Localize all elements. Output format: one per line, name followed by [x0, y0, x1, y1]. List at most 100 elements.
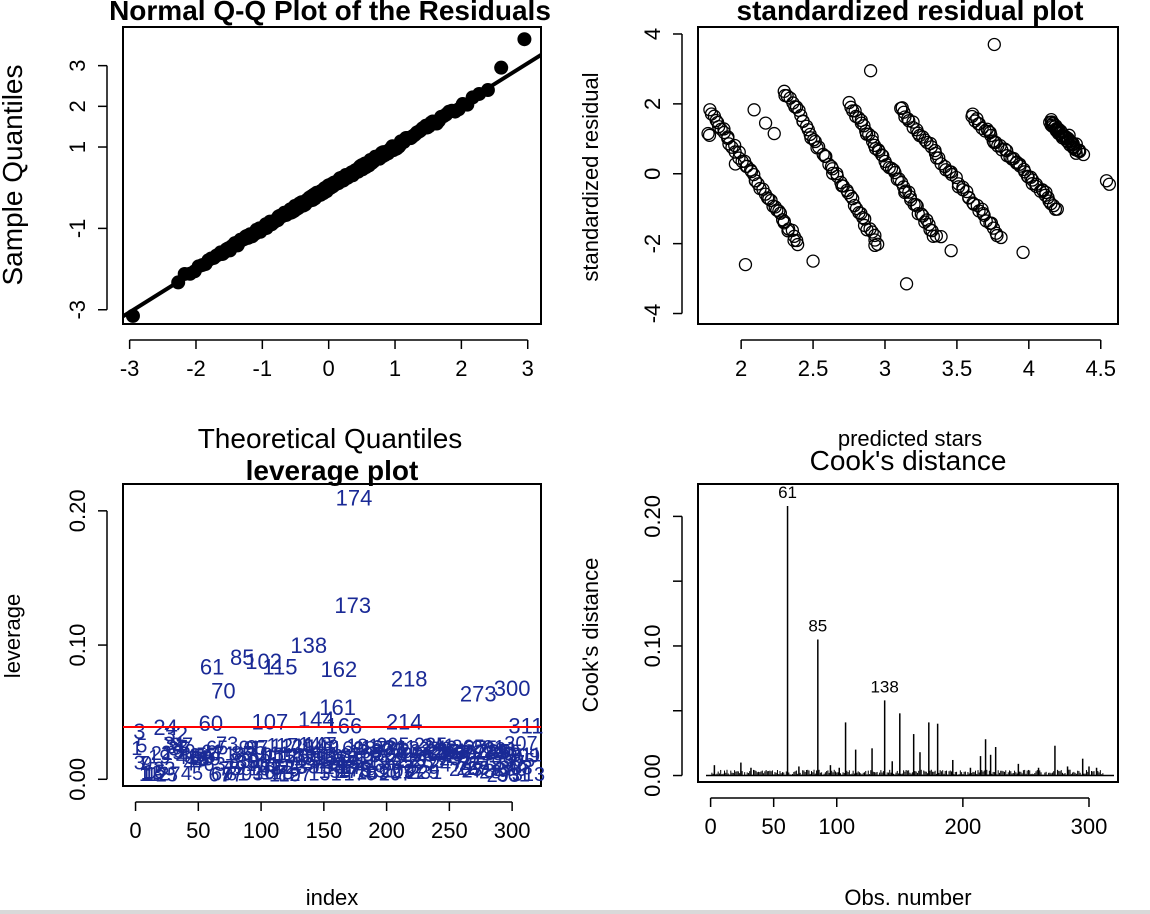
leverage-index-label: 55	[193, 746, 215, 768]
residual-point	[1042, 194, 1056, 208]
leverage-index-label: 83	[229, 751, 251, 773]
leverage-index-label: 145	[301, 738, 334, 760]
leverage-index-label: 103	[248, 758, 281, 780]
qq-plot-title: Normal Q-Q Plot of the Residuals	[109, 0, 551, 26]
leverage-index-label: 293	[487, 765, 520, 787]
leverage-index-label: 161	[319, 695, 356, 720]
leverage-plot-frame	[122, 483, 542, 787]
residual-point	[772, 204, 786, 218]
x-tick-label: 2	[735, 356, 747, 381]
y-tick-label: 3	[65, 60, 90, 72]
leverage-index-label: 185	[351, 744, 384, 766]
qq-plot-xlabel: Theoretical Quantiles	[198, 423, 463, 454]
x-tick-label: 2	[455, 356, 467, 381]
leverage-index-label: 87	[234, 745, 256, 767]
cooks-bar-label: 138	[870, 677, 898, 696]
leverage-index-label: 135	[288, 745, 321, 767]
leverage-index-label: 31	[163, 734, 185, 756]
residual-point	[872, 144, 886, 158]
leverage-index-label: 239	[419, 738, 452, 760]
residual-point	[865, 225, 879, 239]
leverage-index-label: 97	[246, 737, 268, 759]
residual-point	[949, 170, 963, 185]
residual-plot-axes: 2 2.5 3 3.5 4 4.5 -4 -2 0 2 4	[640, 28, 1116, 381]
residual-point	[794, 108, 808, 123]
x-tick-label: 50	[186, 818, 210, 843]
x-tick-label: -2	[186, 356, 206, 381]
leverage-index-label: 125	[276, 746, 309, 768]
leverage-index-label: 281	[472, 737, 505, 759]
leverage-index-label: 205	[376, 734, 409, 756]
residual-point	[994, 230, 1008, 245]
residual-point	[748, 174, 763, 188]
leverage-index-label: 61	[201, 742, 223, 764]
leverage-index-label: 102	[245, 649, 282, 674]
cooks-distance-frame	[697, 483, 1119, 783]
residual-point	[816, 147, 830, 162]
residual-point	[1099, 174, 1114, 188]
cooks-bar-label: 61	[778, 483, 797, 502]
leverage-index-label: 165	[326, 752, 359, 774]
x-tick-label: 2.5	[798, 356, 829, 381]
y-tick-label: -4	[640, 304, 665, 324]
residual-point	[728, 157, 743, 171]
leverage-index-label: 115	[262, 655, 297, 680]
residual-point	[916, 209, 930, 223]
qq-plot-ylabel: Sample Quantiles	[0, 64, 28, 285]
leverage-index-label: 307	[504, 733, 537, 755]
residual-point	[701, 126, 715, 141]
residual-point	[1102, 177, 1117, 191]
leverage-index-label: 221	[396, 751, 429, 773]
residual-point	[728, 138, 742, 153]
leverage-index-label: 199	[369, 753, 402, 775]
residual-point	[777, 214, 791, 229]
residual-point	[744, 164, 759, 179]
cooks-distance-panel: Cook's distance Obs. number Cook's dista…	[578, 445, 1119, 910]
leverage-index-label: 21	[151, 743, 173, 765]
leverage-index-label: 227	[404, 756, 437, 778]
leverage-index-label: 71	[214, 743, 236, 765]
leverage-index-label: 287	[479, 762, 512, 784]
leverage-index-label: 233	[411, 751, 444, 773]
residual-point	[819, 149, 833, 164]
leverage-index-label: 47	[183, 753, 205, 775]
leverage-index-label: 173	[336, 761, 369, 783]
residual-point	[884, 161, 899, 176]
residual-point	[847, 198, 862, 213]
residual-point	[848, 104, 862, 118]
leverage-index-label: 267	[454, 741, 487, 763]
residual-point	[944, 243, 958, 258]
leverage-index-label: 139	[293, 748, 326, 770]
residual-point	[822, 157, 836, 172]
x-tick-label: 300	[1071, 814, 1108, 839]
x-tick-label: 100	[818, 814, 855, 839]
residual-point	[856, 210, 870, 225]
y-tick-label: 2	[65, 100, 90, 112]
leverage-index-label: 181	[346, 735, 379, 757]
leverage-index-label: 249	[431, 743, 464, 765]
x-tick-label: 3	[522, 356, 534, 381]
residual-point	[825, 162, 840, 176]
residual-point	[922, 217, 936, 232]
leverage-index-label: 167	[328, 745, 361, 767]
residual-point	[876, 149, 890, 163]
leverage-index-label: 277	[467, 758, 500, 780]
residual-point	[975, 121, 989, 135]
residual-point	[910, 199, 924, 213]
residual-point	[892, 172, 906, 186]
residual-point	[738, 257, 753, 272]
residual-point	[1016, 245, 1030, 260]
leverage-index-label: 113	[261, 762, 293, 784]
leverage-index-label: 214	[386, 710, 423, 735]
leverage-index-label: 143	[298, 734, 331, 756]
leverage-index-label: 23	[153, 758, 175, 780]
leverage-index-label: 213	[386, 738, 419, 760]
residual-plot-frame	[697, 26, 1119, 325]
residual-point	[844, 189, 858, 203]
leverage-index-label: 261	[446, 746, 479, 768]
leverage-plot-points: 1357911131517192123252729313335373941434…	[123, 485, 545, 787]
leverage-index-label: 295	[489, 741, 522, 763]
leverage-index-label: 153	[311, 756, 344, 778]
leverage-index-label: 191	[359, 745, 392, 767]
residual-point	[1062, 128, 1076, 142]
